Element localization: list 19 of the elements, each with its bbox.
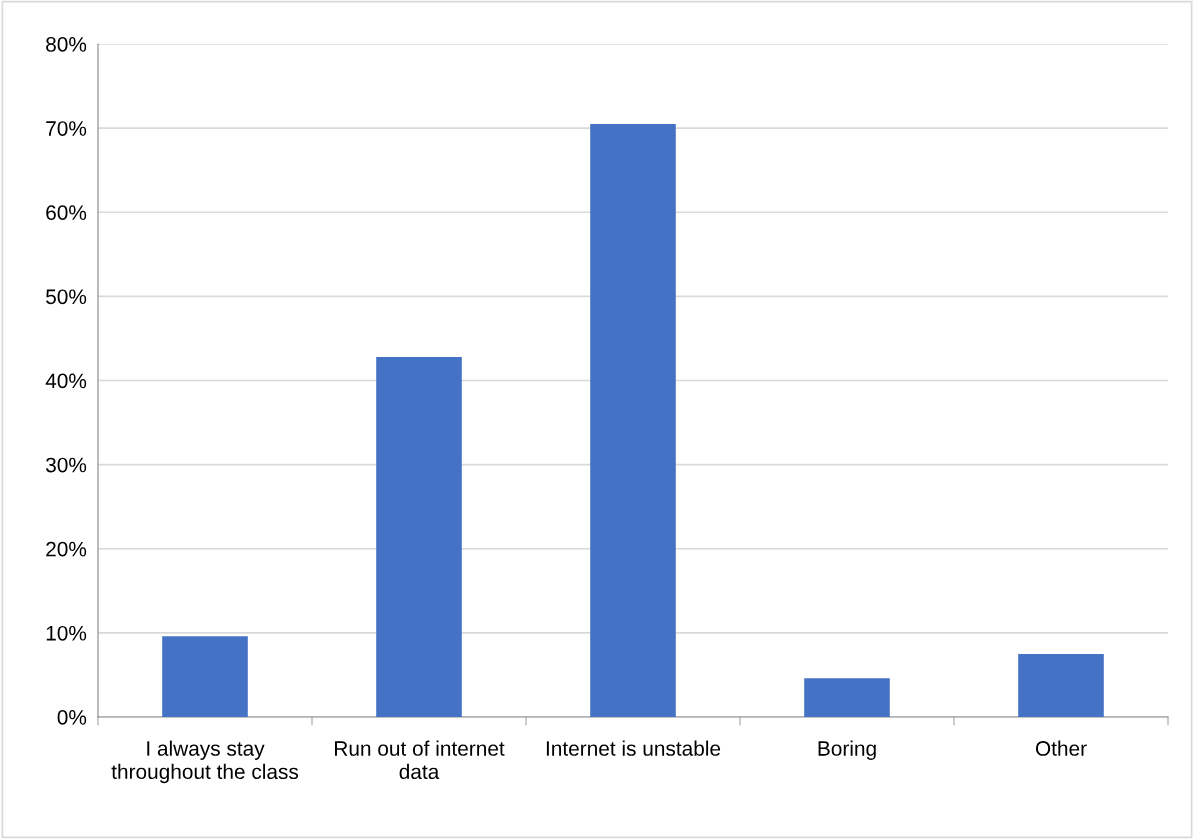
y-tick-label: 30% [45, 457, 87, 473]
bar [804, 678, 890, 717]
y-tick-label: 70% [46, 121, 87, 136]
y-tick-label: 40% [45, 373, 87, 389]
bar [1018, 653, 1104, 717]
y-tick-label: 20% [46, 541, 87, 557]
x-tick-label: Other [1035, 740, 1087, 756]
y-tick-label: 0% [57, 710, 87, 725]
x-tick-label: Boring [818, 740, 876, 760]
bar [376, 356, 462, 717]
x-tick-label: I always stay throughout the class [111, 740, 299, 784]
y-tick-label: 50% [46, 289, 87, 305]
y-tick-label: 80% [46, 37, 87, 52]
bar [590, 123, 676, 717]
y-tick-label: 10% [46, 625, 87, 641]
bar [162, 636, 248, 717]
x-tick-label: Run out of internet data [335, 740, 505, 780]
x-tick-label: Internet is unstable [546, 740, 721, 756]
y-tick-label: 60% [46, 205, 87, 220]
